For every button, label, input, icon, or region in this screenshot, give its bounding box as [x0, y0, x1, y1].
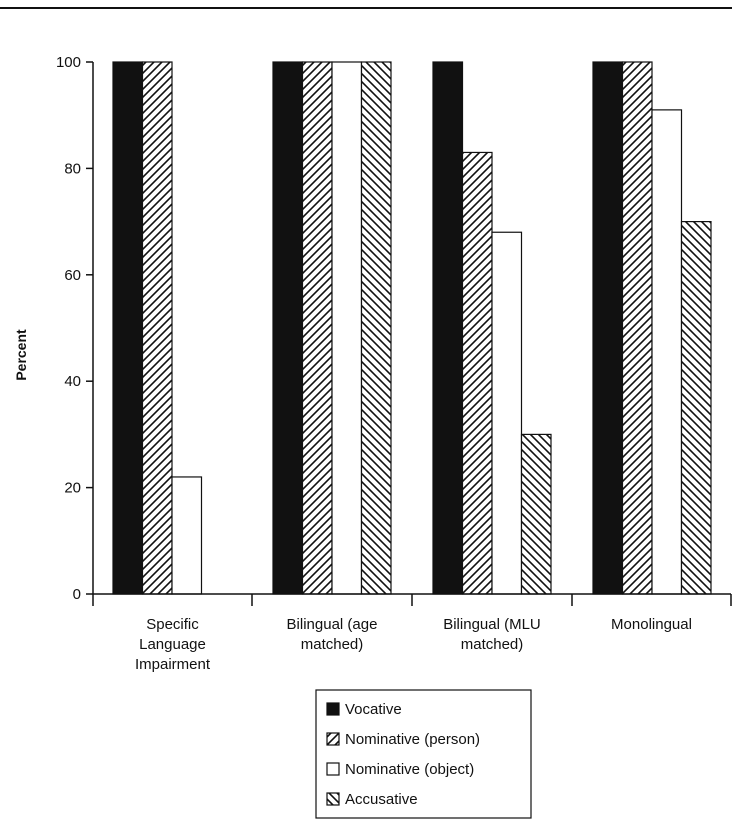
- y-tick-label: 0: [73, 586, 81, 603]
- bar-solid-3: [592, 61, 624, 595]
- bar-diag-down-1: [360, 61, 392, 595]
- legend-swatch-solid: [326, 702, 340, 716]
- x-category-label: Language: [139, 636, 206, 653]
- bar-diag-down-3: [680, 221, 712, 595]
- legend-label: Nominative (person): [345, 731, 480, 748]
- y-axis: 0 20 40 60 80 100: [56, 54, 94, 603]
- x-category-label: Monolingual: [611, 616, 692, 633]
- bar-diag-up-3: [621, 61, 653, 595]
- x-category-label: Impairment: [135, 656, 211, 673]
- y-tick-label: 40: [64, 373, 81, 390]
- x-category-label: Bilingual (MLU: [443, 616, 541, 633]
- bar-empty-0: [171, 476, 203, 595]
- y-tick-label: 100: [56, 54, 81, 71]
- legend-swatch-empty: [326, 762, 340, 776]
- x-axis: Specific Language Impairment Bilingual (age…: [92, 593, 732, 673]
- x-category-label: Bilingual (age: [287, 616, 378, 633]
- bar-solid-2: [432, 61, 464, 595]
- x-category-label: matched): [461, 636, 524, 653]
- bar-empty-1: [331, 61, 363, 595]
- x-category-label: matched): [301, 636, 364, 653]
- y-tick-label: 20: [64, 480, 81, 497]
- bar-empty-3: [651, 109, 683, 595]
- bars-group: [112, 61, 712, 595]
- legend-label: Vocative: [345, 701, 402, 718]
- y-axis-title: Percent: [13, 329, 29, 381]
- x-category-label: Specific: [146, 616, 199, 633]
- bar-empty-2: [491, 231, 523, 595]
- legend-swatch-diag-down: [326, 792, 340, 806]
- legend-label: Nominative (object): [345, 761, 474, 778]
- bar-solid-1: [272, 61, 304, 595]
- bar-solid-0: [112, 61, 144, 595]
- legend: Vocative Nominative (person) Nominative (o…: [315, 689, 532, 819]
- bar-diag-up-0: [141, 61, 173, 595]
- legend-swatch-diag-up: [326, 732, 340, 746]
- legend-label: Accusative: [345, 791, 418, 808]
- y-tick-label: 80: [64, 160, 81, 177]
- y-tick-label: 60: [64, 267, 81, 284]
- bar-diag-up-2: [461, 151, 493, 595]
- bar-diag-down-2: [520, 433, 552, 595]
- legend-box: [315, 689, 532, 819]
- bar-diag-up-1: [301, 61, 333, 595]
